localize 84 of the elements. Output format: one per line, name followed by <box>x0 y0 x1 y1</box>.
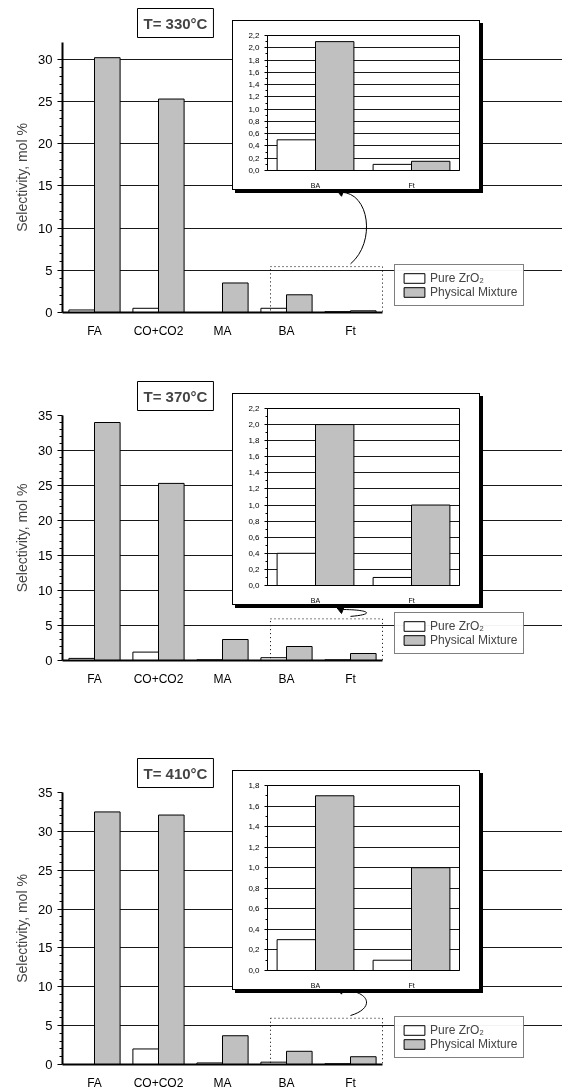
y-tick-label: 5 <box>45 618 53 633</box>
chart-title: T= 410°C <box>143 764 208 782</box>
y-tick-label: 0,2 <box>248 564 261 574</box>
y-tick-label: 0 <box>45 1057 53 1072</box>
x-tick-label: FA <box>87 323 102 338</box>
y-tick-label: 1,8 <box>248 436 261 446</box>
x-tick-label: MA <box>213 1075 232 1090</box>
y-tick-label: 25 <box>38 94 53 110</box>
y-tick-label: 0,8 <box>248 116 261 126</box>
y-tick-label: 0,6 <box>248 129 261 139</box>
x-tick-label: BA <box>278 1075 295 1090</box>
y-tick-label: 15 <box>38 178 53 194</box>
x-tick-label: Ft <box>345 671 357 686</box>
y-axis-title: Selectivity, mol % <box>14 483 31 593</box>
y-tick-label: 1,0 <box>248 500 261 510</box>
legend-label: Physical Mixture <box>430 633 518 647</box>
y-tick-label: 25 <box>38 478 53 493</box>
y-tick-label: 0,8 <box>248 883 261 893</box>
y-tick-label: 2,2 <box>248 31 261 40</box>
x-tick-label: FA <box>87 671 102 686</box>
y-tick-label: 0,2 <box>248 153 261 163</box>
x-tick-label: BA <box>278 671 295 686</box>
y-tick-label: 35 <box>38 408 53 423</box>
x-tick-label: BA <box>278 323 295 338</box>
y-tick-label: 1,4 <box>248 468 261 478</box>
y-tick-label: 1,6 <box>248 801 261 811</box>
y-tick-label: 1,8 <box>248 781 261 790</box>
y-axis-title: Selectivity, mol % <box>14 874 31 983</box>
y-tick-label: 20 <box>38 901 53 917</box>
y-tick-label: 1,2 <box>248 484 261 494</box>
chart-title: T= 370°C <box>143 387 208 405</box>
y-tick-label: 2,2 <box>248 404 261 413</box>
y-tick-label: 1,8 <box>248 55 261 65</box>
legend-label: Pure ZrO₂ <box>430 619 484 633</box>
y-tick-label: 1,6 <box>248 67 261 77</box>
y-tick-label: 30 <box>38 443 53 458</box>
legend-label: Physical Mixture <box>430 285 518 299</box>
y-tick-label: 10 <box>38 583 53 598</box>
y-tick-label: 0,2 <box>248 945 261 955</box>
x-tick-label: CO+CO2 <box>133 1075 184 1090</box>
y-tick-label: 1,6 <box>248 452 261 462</box>
x-tick-label: MA <box>213 323 232 338</box>
y-tick-label: 0 <box>45 653 53 668</box>
x-tick-label: FA <box>87 1075 102 1090</box>
y-tick-label: 0,8 <box>248 516 261 526</box>
y-tick-label: 2,0 <box>248 43 261 53</box>
y-tick-label: 1,2 <box>248 92 261 102</box>
y-tick-label: 0,0 <box>248 166 261 175</box>
y-tick-label: 15 <box>38 940 53 956</box>
y-tick-label: 10 <box>38 979 53 995</box>
y-tick-label: 10 <box>38 220 53 236</box>
y-tick-label: 35 <box>38 785 53 800</box>
y-tick-label: 20 <box>38 136 53 152</box>
y-tick-label: 0 <box>45 305 53 320</box>
y-tick-label: 1,4 <box>248 822 261 832</box>
y-tick-label: 0,6 <box>248 532 261 542</box>
y-axis-title: Selectivity, mol % <box>14 123 31 232</box>
x-tick-label: CO+CO2 <box>133 323 184 338</box>
legend-label: Physical Mixture <box>430 1037 518 1051</box>
y-tick-label: 30 <box>38 823 53 839</box>
chart-title: T= 330°C <box>143 14 208 32</box>
y-tick-label: 25 <box>38 862 53 878</box>
y-tick-label: 5 <box>45 262 53 278</box>
y-tick-label: 0,4 <box>248 924 261 934</box>
y-tick-label: 1,0 <box>248 104 261 114</box>
y-tick-label: 0,4 <box>248 141 261 151</box>
y-tick-label: 1,0 <box>248 863 261 873</box>
y-tick-label: 0,0 <box>248 581 261 590</box>
legend-label: Pure ZrO₂ <box>430 271 484 285</box>
y-tick-label: 15 <box>38 548 53 563</box>
x-tick-label: CO+CO2 <box>133 671 184 686</box>
y-tick-label: 0,0 <box>248 966 261 975</box>
x-tick-label: MA <box>213 671 232 686</box>
y-tick-label: 0,4 <box>248 548 261 558</box>
x-tick-label: Ft <box>345 323 357 338</box>
y-tick-label: 2,0 <box>248 420 261 430</box>
x-tick-label: Ft <box>345 1075 357 1090</box>
y-tick-label: 5 <box>45 1018 53 1034</box>
legend-label: Pure ZrO₂ <box>430 1023 484 1037</box>
y-tick-label: 1,4 <box>248 80 261 90</box>
y-tick-label: 1,2 <box>248 842 261 852</box>
y-tick-label: 30 <box>38 51 53 67</box>
y-tick-label: 20 <box>38 513 53 528</box>
y-tick-label: 0,6 <box>248 904 261 914</box>
